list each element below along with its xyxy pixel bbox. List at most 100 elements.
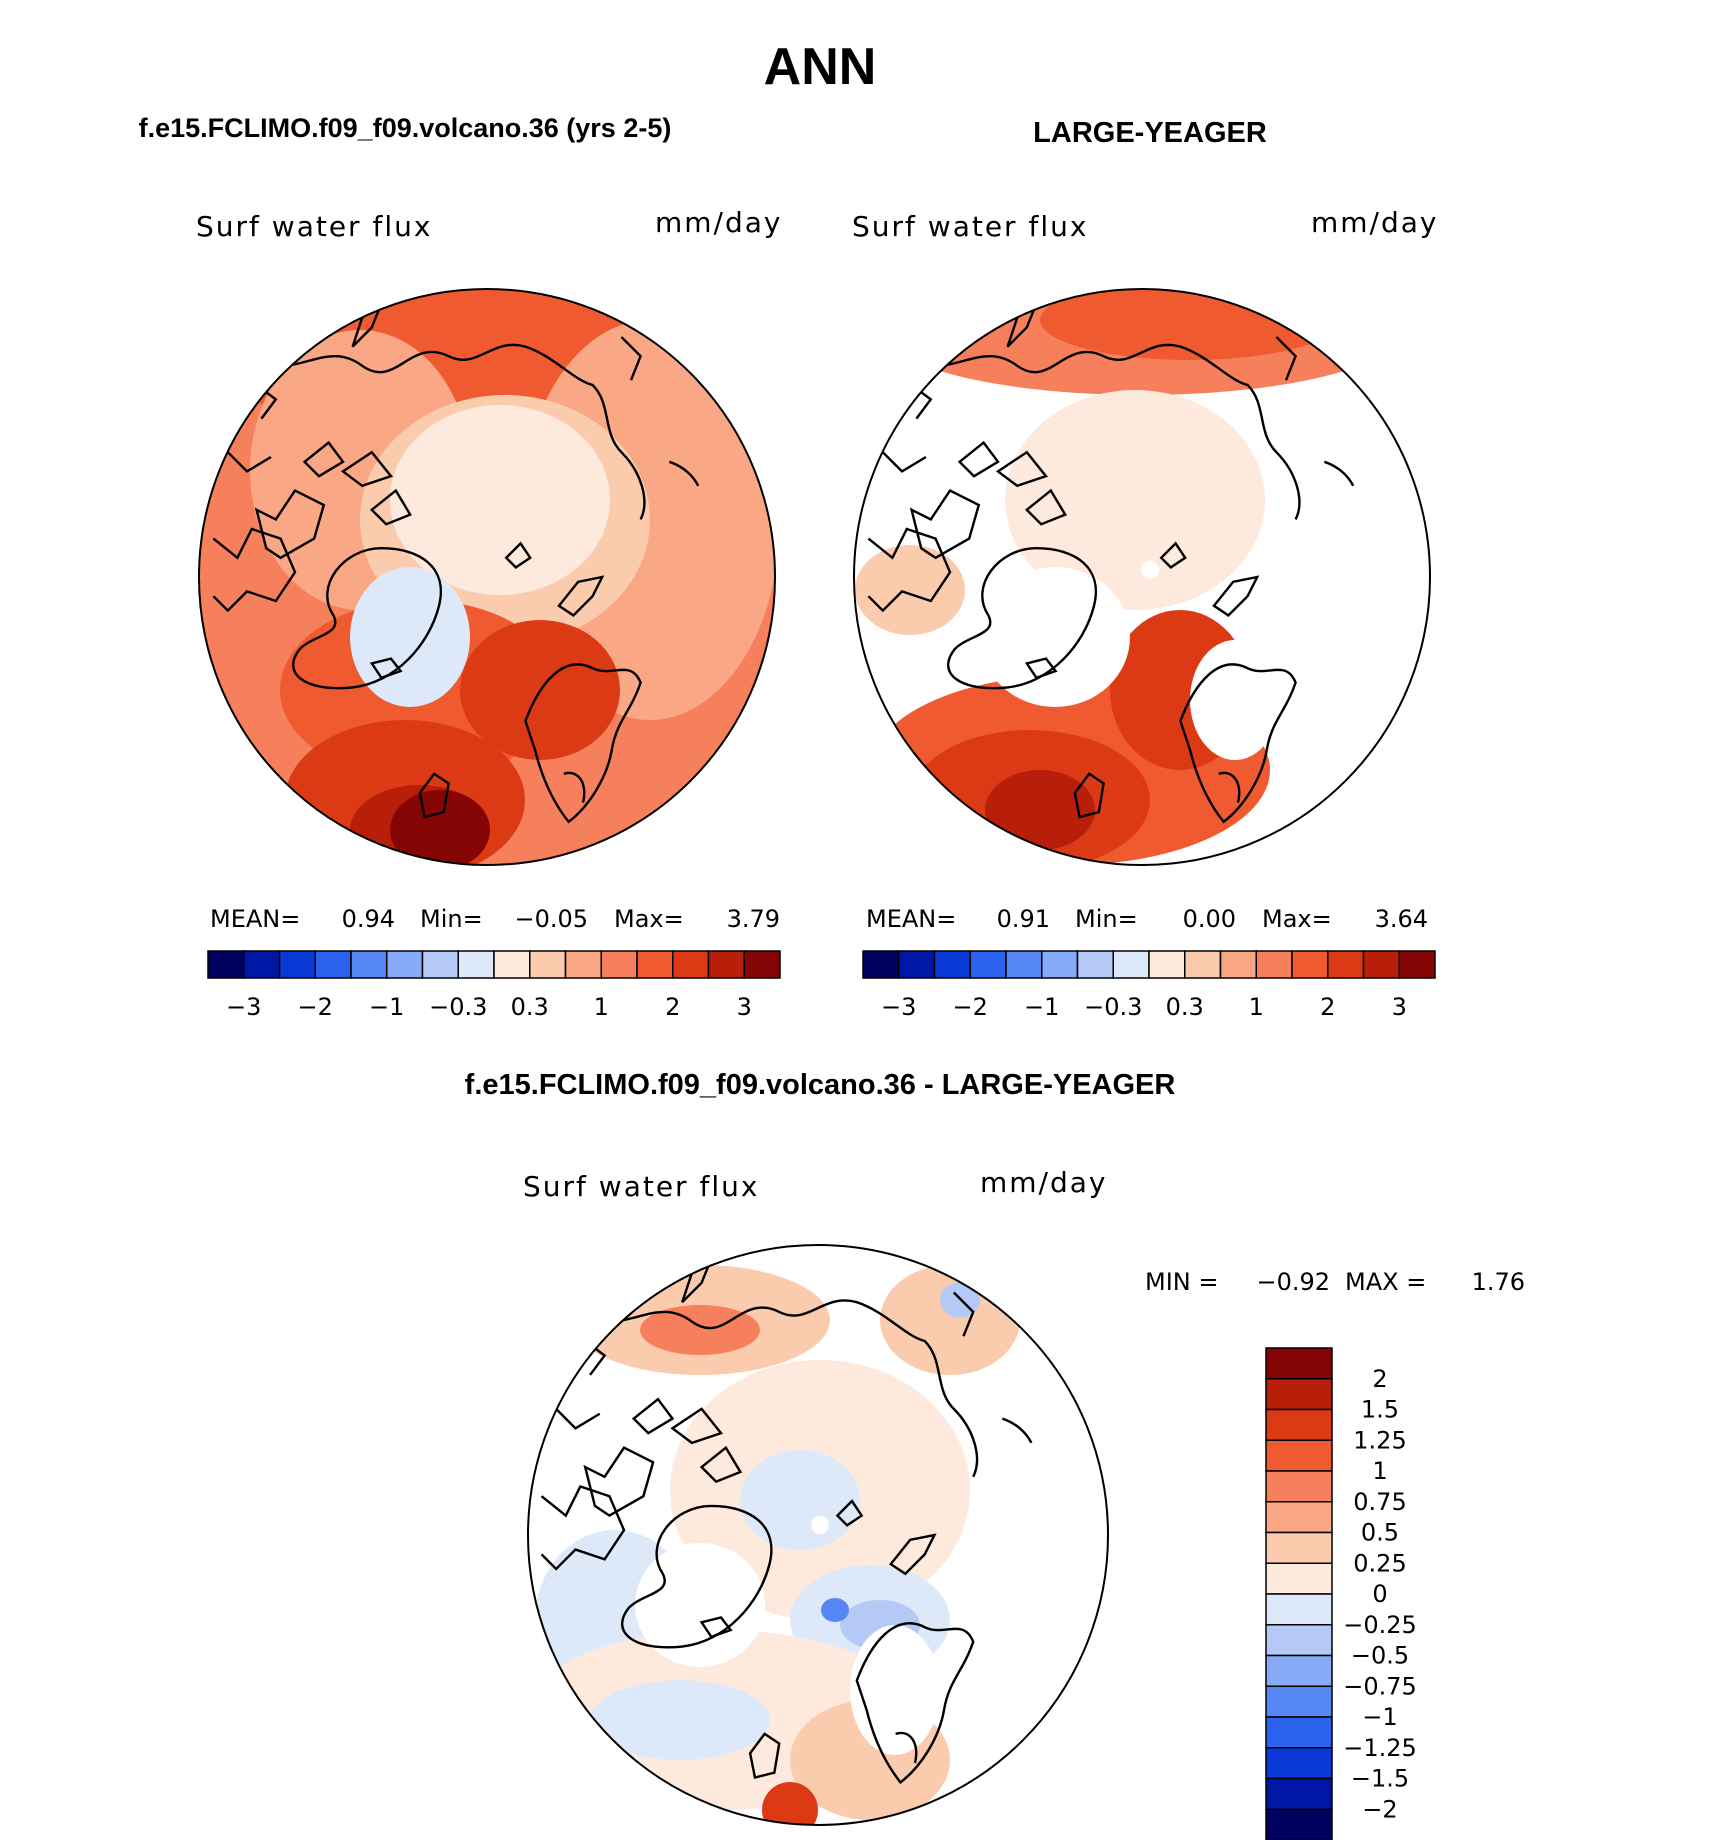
colorbar-swatch [1265, 1562, 1333, 1595]
colorbar-tick-label: −3 [226, 993, 261, 1021]
panel-diff-max-label: MAX = [1345, 1268, 1426, 1296]
colorbar-tick-label: 0.3 [511, 993, 549, 1021]
colorbar-tick-label: −1.5 [1351, 1765, 1409, 1793]
colorbar-tick-label: 3 [737, 993, 752, 1021]
colorbar-swatch [1327, 950, 1365, 979]
colorbar-swatch [314, 950, 352, 979]
colorbar-tick-label: 1 [1249, 993, 1264, 1021]
colorbar-tick-label: 0.75 [1353, 1488, 1406, 1516]
panel-obs-min-label: Min= [1075, 905, 1138, 933]
panel-obs-min: 0.00 [1183, 905, 1236, 933]
panel-obs-variable: Surf water flux [852, 210, 1088, 243]
panel-obs-colorbar: −3 −2 −1 −0.3 0.3 1 2 3 [862, 950, 1436, 1021]
colorbar-swatch [1265, 1470, 1333, 1503]
colorbar-tick-label: −1 [1362, 1703, 1397, 1731]
panel-test-mean: 0.94 [342, 905, 395, 933]
colorbar-swatch [1148, 950, 1186, 979]
colorbar-swatch [672, 950, 710, 979]
panel-diff-colorbar: 2 1.51.25 1 0.75 0.50.25 0 −0.25 −0.5−0.75 −1 −1.… [1265, 1347, 1417, 1840]
colorbar-tick-label: 0.5 [1361, 1519, 1399, 1547]
panel-diff-variable: Surf water flux [523, 1170, 759, 1203]
colorbar-swatch [1265, 1777, 1333, 1810]
colorbar-swatch [1265, 1624, 1333, 1657]
colorbar-swatch [1265, 1501, 1333, 1534]
panel-test-max-label: Max= [614, 905, 684, 933]
panel-test: f.e15.FCLIMO.f09_f09.volcano.36 (yrs 2-5… [139, 113, 783, 1021]
colorbar-tick-label: −0.75 [1343, 1672, 1417, 1700]
colorbar-swatch [493, 950, 531, 979]
colorbar-swatch [1265, 1808, 1333, 1840]
colorbar-swatch [933, 950, 971, 979]
colorbar-swatch [1265, 1408, 1333, 1441]
colorbar-swatch [564, 950, 602, 979]
colorbar-tick-label: 1 [594, 993, 609, 1021]
panel-obs-units: mm/day [1311, 206, 1439, 239]
panel-test-map [199, 289, 775, 865]
colorbar-tick-label: 0.25 [1353, 1549, 1406, 1577]
colorbar-tick-label: 1.5 [1361, 1396, 1399, 1424]
colorbar-swatch [1005, 950, 1043, 979]
panel-obs-mean: 0.91 [997, 905, 1050, 933]
panel-test-variable: Surf water flux [196, 210, 432, 243]
colorbar-swatch [1041, 950, 1079, 979]
colorbar-swatch [1265, 1531, 1333, 1564]
colorbar-tick-label: −1 [369, 993, 404, 1021]
panel-test-map-border [198, 288, 776, 866]
colorbar-tick-label: −2 [1362, 1795, 1397, 1823]
colorbar-swatch [529, 950, 567, 979]
colorbar-tick-label: −0.3 [429, 993, 487, 1021]
panel-diff-units: mm/day [980, 1166, 1108, 1199]
colorbar-swatch [1265, 1654, 1333, 1687]
colorbar-tick-label: 3 [1392, 993, 1407, 1021]
colorbar-swatch [743, 950, 781, 979]
colorbar-tick-label: −1 [1024, 993, 1059, 1021]
panel-test-min: −0.05 [514, 905, 588, 933]
colorbar-swatch [600, 950, 638, 979]
panel-diff-min-label: MIN = [1145, 1268, 1218, 1296]
colorbar-swatch [207, 950, 245, 979]
colorbar-swatch [243, 950, 281, 979]
colorbar-tick-label: 0 [1372, 1580, 1387, 1608]
colorbar-swatch [1398, 950, 1436, 979]
colorbar-swatch [1265, 1685, 1333, 1718]
colorbar-swatch [1265, 1747, 1333, 1780]
colorbar-swatch [278, 950, 316, 979]
colorbar-tick-label: −3 [881, 993, 916, 1021]
colorbar-tick-label: −0.3 [1084, 993, 1142, 1021]
colorbar-tick-label: −2 [298, 993, 333, 1021]
panel-test-mean-label: MEAN= [210, 905, 300, 933]
panel-test-max: 3.79 [727, 905, 780, 933]
colorbar-swatch [1265, 1593, 1333, 1626]
panel-test-min-label: Min= [420, 905, 483, 933]
colorbar-swatch [969, 950, 1007, 979]
panel-obs: LARGE-YEAGER Surf water flux mm/day MEAN… [852, 117, 1439, 1021]
colorbar-swatch [898, 950, 936, 979]
colorbar-tick-label: 1.25 [1353, 1426, 1406, 1454]
panel-obs-map-border [853, 288, 1431, 866]
colorbar-tick-label: −0.25 [1343, 1611, 1417, 1639]
colorbar-swatch [1112, 950, 1150, 979]
colorbar-swatch [707, 950, 745, 979]
panel-diff-title: f.e15.FCLIMO.f09_f09.volcano.36 - LARGE-… [465, 1069, 1176, 1101]
colorbar-swatch [350, 950, 388, 979]
colorbar-swatch [457, 950, 495, 979]
colorbar-swatch [1362, 950, 1400, 979]
colorbar-tick-label: −2 [953, 993, 988, 1021]
colorbar-swatch [636, 950, 674, 979]
panel-diff-map-border [527, 1244, 1109, 1826]
colorbar-swatch [386, 950, 424, 979]
panel-test-colorbar: −3 −2 −1 −0.3 0.3 1 2 3 [207, 950, 781, 1021]
colorbar-swatch [1184, 950, 1222, 979]
colorbar-tick-label: 2 [1372, 1365, 1387, 1393]
panel-test-case-title: f.e15.FCLIMO.f09_f09.volcano.36 (yrs 2-5… [139, 113, 672, 143]
colorbar-swatch [1265, 1439, 1333, 1472]
colorbar-swatch [1076, 950, 1114, 979]
colorbar-swatch [1219, 950, 1257, 979]
panel-obs-max-label: Max= [1262, 905, 1332, 933]
figure-title: ANN [764, 38, 877, 96]
colorbar-swatch [1265, 1716, 1333, 1749]
colorbar-swatch [1265, 1378, 1333, 1411]
colorbar-swatch [1255, 950, 1293, 979]
colorbar-tick-label: 2 [665, 993, 680, 1021]
panel-test-units: mm/day [655, 206, 783, 239]
